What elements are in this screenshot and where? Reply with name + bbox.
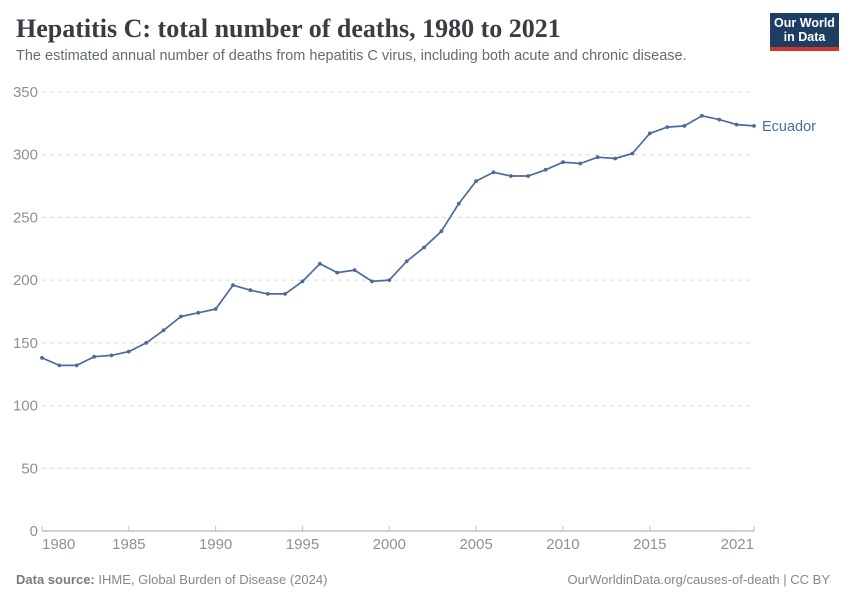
y-axis-tick-label: 300 — [13, 147, 38, 164]
data-source: Data source: IHME, Global Burden of Dise… — [16, 572, 327, 587]
data-point-marker — [734, 122, 739, 127]
data-point-marker — [57, 363, 62, 368]
data-point-marker — [439, 229, 444, 234]
y-axis-tick-label: 0 — [30, 523, 38, 540]
data-point-marker — [92, 354, 96, 359]
chart-subtitle: The estimated annual number of deaths fr… — [16, 48, 687, 64]
data-point-marker — [717, 117, 722, 122]
data-point-marker — [161, 328, 166, 333]
y-axis-tick-label: 350 — [13, 84, 38, 101]
data-source-label: Data source: — [16, 571, 95, 587]
data-point-marker — [335, 270, 340, 275]
x-axis-tick-label: 1995 — [286, 536, 319, 553]
data-point-marker — [613, 156, 617, 161]
data-point-marker — [665, 125, 670, 129]
data-point-marker — [352, 268, 357, 272]
x-axis-tick-label: 1990 — [199, 536, 232, 553]
y-axis-tick-label: 150 — [13, 335, 38, 352]
data-point-marker — [595, 155, 600, 160]
data-source-value: IHME, Global Burden of Disease (2024) — [98, 571, 328, 587]
data-point-marker — [370, 279, 374, 284]
header: Hepatitis C: total number of deaths, 198… — [16, 13, 756, 66]
y-axis-tick-label: 50 — [21, 460, 38, 477]
data-point-marker — [682, 124, 687, 128]
x-axis-tick-label: 1985 — [112, 536, 145, 553]
data-point-marker — [404, 259, 409, 264]
owid-logo[interactable]: Our World in Data — [770, 13, 839, 51]
y-axis-tick-label: 100 — [13, 398, 38, 415]
x-axis-tick-label: 2000 — [373, 536, 406, 553]
owid-logo-line2: in Data — [783, 30, 826, 44]
data-point-marker — [248, 288, 253, 293]
data-point-marker — [179, 314, 183, 319]
data-point-marker — [144, 341, 149, 345]
data-point-marker — [300, 279, 305, 284]
data-point-marker — [752, 124, 756, 128]
data-point-marker — [109, 353, 114, 358]
data-point-marker — [318, 261, 322, 266]
data-point-marker — [40, 356, 44, 360]
data-point-marker — [509, 174, 513, 178]
data-point-marker — [526, 174, 531, 178]
data-point-marker — [561, 160, 565, 165]
data-point-marker — [700, 113, 704, 118]
data-point-marker — [387, 278, 392, 282]
data-point-marker — [647, 131, 652, 136]
x-axis-tick-label: 2021 — [721, 536, 754, 553]
data-point-marker — [491, 170, 496, 175]
data-point-marker — [578, 161, 583, 166]
footer: Data source: IHME, Global Burden of Dise… — [16, 571, 830, 587]
entity-label[interactable]: Ecuador — [762, 119, 816, 135]
y-axis-tick-label: 200 — [13, 272, 38, 289]
data-point-marker — [126, 349, 131, 354]
data-point-marker — [231, 283, 235, 288]
data-point-marker — [630, 151, 635, 156]
data-point-marker — [543, 167, 548, 172]
x-axis-tick-label: 1980 — [42, 536, 75, 553]
data-point-marker — [213, 307, 218, 311]
series-line[interactable] — [41, 114, 755, 367]
data-point-marker — [74, 363, 79, 368]
footer-link[interactable]: OurWorldinData.org/causes-of-death | CC … — [567, 571, 830, 587]
data-point-marker — [456, 201, 461, 206]
x-axis-tick-label: 2005 — [459, 536, 492, 553]
data-point-marker — [474, 179, 478, 184]
chart-title: Hepatitis C: total number of deaths, 198… — [16, 14, 561, 43]
x-axis-tick-label: 2010 — [546, 536, 579, 553]
y-axis-tick-label: 250 — [13, 209, 38, 226]
series-ecuador[interactable] — [40, 113, 756, 368]
data-point-marker — [196, 310, 201, 315]
data-point-marker — [265, 292, 270, 296]
data-point-marker — [422, 245, 426, 250]
data-point-marker — [283, 292, 287, 296]
x-axis-tick-label: 2015 — [633, 536, 666, 553]
owid-logo-line1: Our World — [774, 16, 835, 30]
